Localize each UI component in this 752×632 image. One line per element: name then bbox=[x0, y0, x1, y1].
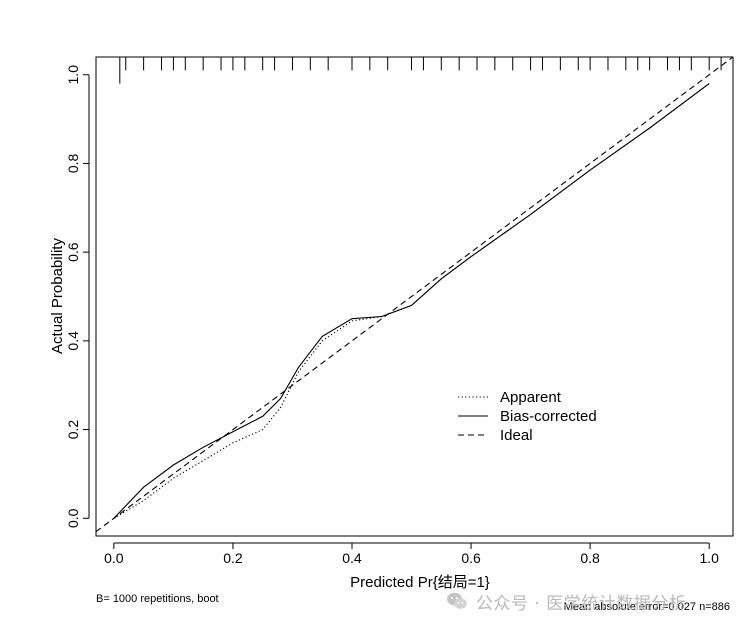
series-layer bbox=[96, 57, 733, 533]
x-axis: 0.0 0.2 0.4 0.6 0.8 1.0 bbox=[104, 542, 719, 566]
x-tick-label: 0.0 bbox=[104, 550, 124, 566]
x-axis-label: Predicted Pr{结局=1} bbox=[350, 574, 490, 591]
legend-label: Apparent bbox=[500, 389, 562, 406]
footnote-left: B= 1000 repetitions, boot bbox=[96, 593, 219, 605]
watermark: 公众号 · 医学统计数据分析 bbox=[446, 588, 746, 614]
y-tick-label: 0.8 bbox=[65, 154, 81, 174]
y-axis: 0.0 0.2 0.4 0.6 0.8 1.0 bbox=[65, 65, 90, 528]
series-bias-corrected-line bbox=[113, 83, 710, 519]
x-tick-label: 0.8 bbox=[580, 550, 600, 566]
wechat-logo-icon bbox=[447, 592, 467, 609]
series-ideal-line bbox=[96, 57, 733, 533]
x-tick-label: 0.4 bbox=[342, 550, 362, 566]
y-tick-label: 0.4 bbox=[65, 331, 81, 351]
rug-marks bbox=[119, 57, 722, 84]
footnote-right: Mean absolute error=0.027 n=886 bbox=[564, 601, 730, 613]
y-axis-label: Actual Probability bbox=[49, 238, 66, 354]
legend-label: Ideal bbox=[500, 427, 533, 444]
y-tick-label: 0.6 bbox=[65, 242, 81, 262]
y-tick-label: 1.0 bbox=[65, 65, 81, 85]
legend-label: Bias-corrected bbox=[500, 408, 597, 425]
x-tick-label: 1.0 bbox=[699, 550, 719, 566]
y-tick-label: 0.2 bbox=[65, 420, 81, 440]
legend: Apparent Bias-corrected Ideal bbox=[458, 389, 597, 444]
x-tick-label: 0.6 bbox=[461, 550, 481, 566]
watermark-text: 公众号 · 医学统计数据分析 bbox=[476, 593, 687, 614]
x-tick-label: 0.2 bbox=[223, 550, 243, 566]
y-tick-label: 0.0 bbox=[65, 508, 81, 528]
plot-frame bbox=[95, 56, 734, 537]
